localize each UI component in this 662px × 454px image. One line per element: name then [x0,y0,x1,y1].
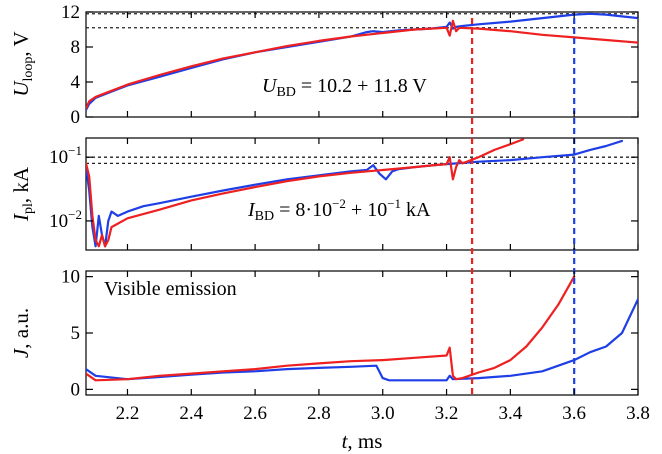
top-ytick-label-1: 4 [71,72,81,93]
reference-lines-layer [86,13,638,165]
middle-ytick-label-exp-1: −1 [68,143,82,158]
x-tick-label-4: 3.0 [371,403,395,424]
top-ytick-label-0: 0 [71,107,81,128]
middle-ytick-label-base-0: 10 [49,211,68,232]
top-ylabel: Uloop, V [9,31,36,96]
x-tick-label-0: 2.2 [116,403,140,424]
top-annotation: UBD = 10.2 + 11.8 V [262,75,427,100]
bottom-ylabel-unit: , a.u. [9,308,33,349]
series-layer [86,12,638,382]
middle-ytick-label-base-1: 10 [49,147,68,168]
middle-annotation-main: I [247,199,256,221]
middle-annotation-text: = 8·10 [274,199,332,221]
bottom-annotation: Visible emission [104,278,237,300]
bottom-ylabel-main: J [9,347,33,358]
top-annotation-main: U [262,75,278,97]
x-axis-label: t, ms [342,429,383,453]
middle-ylabel-sub: pl [21,203,36,214]
x-axis-label-main: t [342,429,349,453]
x-tick-label-5: 3.2 [435,403,459,424]
x-tick-label-1: 2.4 [179,403,203,424]
middle-panel-frame [85,137,639,251]
bottom-ytick-label-1: 5 [71,323,81,344]
vertical-markers-layer [470,18,576,395]
middle-ytick-label-exp-0: −2 [68,207,82,222]
bottom-ytick-label-2: 10 [61,267,80,288]
bottom-ytick-label-0: 0 [71,379,81,400]
x-tick-label-3: 2.8 [307,403,331,424]
middle-annotation-sub: BD [255,209,274,224]
top-ytick-label-3: 12 [61,2,80,23]
top-ytick-label-2: 8 [71,37,81,58]
middle-annotation-tail: kA [401,199,431,221]
top-series-red-line [86,19,638,110]
bottom-ylabel: J, a.u. [9,308,33,358]
top-ylabel-sub: loop [21,57,36,82]
x-tick-label-7: 3.6 [562,403,586,424]
middle-annotation-mid: + 10 [346,199,387,221]
middle-ytick-label-1: 10−1 [49,143,82,168]
top-annotation-text: = 10.2 + 11.8 V [296,75,427,97]
middle-annotation-exp1: −2 [332,196,346,211]
top-ylabel-unit: , V [9,31,33,56]
middle-ylabel: Ipl, kA [9,166,36,222]
top-panel-frame [85,11,639,118]
bottom-series-red-line [86,275,576,382]
middle-annotation: IBD = 8·10−2 + 10−1 kA [247,196,431,224]
middle-ylabel-unit: , kA [9,166,33,203]
middle-annotation-exp2: −1 [387,196,401,211]
top-ylabel-main: U [9,80,33,97]
x-axis-label-unit: , ms [347,429,382,453]
middle-series-red-line [86,138,525,248]
x-tick-label-6: 3.4 [498,403,522,424]
x-tick-label-2: 2.6 [243,403,267,424]
middle-ytick-label-0: 10−2 [49,207,82,232]
middle-ylabel-main: I [9,213,33,222]
x-tick-label-8: 3.8 [626,403,650,424]
top-annotation-sub: BD [276,85,295,100]
bottom-series-blue-line [86,298,638,382]
